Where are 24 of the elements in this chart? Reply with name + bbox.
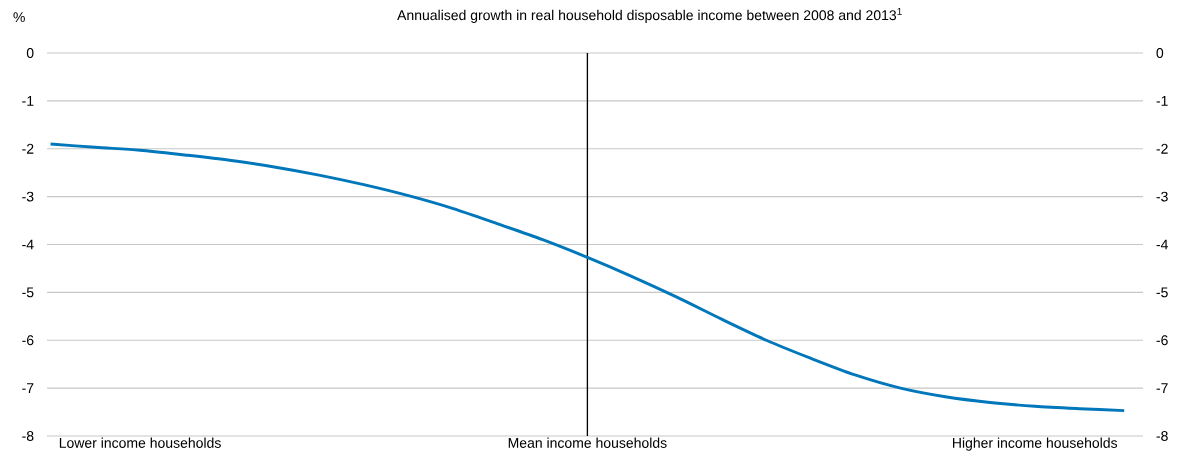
y2-tick-label: -1 xyxy=(1156,96,1168,106)
x-tick-label: Higher income households xyxy=(953,437,1118,451)
y-tick-label: -4 xyxy=(22,239,34,250)
x-tick-label: Mean income households xyxy=(508,437,667,448)
y-tick-label: -1 xyxy=(22,96,34,106)
y-tick-label: -8 xyxy=(22,431,34,441)
y-axis-title: % xyxy=(13,12,25,23)
y-tick-label: -5 xyxy=(22,287,34,298)
y-tick-label: -6 xyxy=(22,335,34,346)
y-tick-label: -3 xyxy=(22,191,34,202)
y2-tick-label: -8 xyxy=(1156,431,1168,441)
chart-title: Annualised growth in real household disposable income between 2008 and 2013$^{1}$ xyxy=(397,7,902,23)
y2-tick-label: -2 xyxy=(1156,143,1168,154)
y2-tick-label: -5 xyxy=(1156,287,1168,298)
y2-tick-label: -3 xyxy=(1156,191,1168,202)
y-tick-label: -2 xyxy=(22,143,34,154)
y-tick-label: 0 xyxy=(26,48,34,58)
y2-tick-label: -7 xyxy=(1156,383,1168,393)
y2-tick-label: -4 xyxy=(1156,239,1168,250)
line-series xyxy=(49,142,1126,413)
y2-tick-label: -6 xyxy=(1156,335,1168,346)
y-tick-label: -7 xyxy=(22,383,34,393)
y2-tick-label: 0 xyxy=(1156,48,1164,58)
x-tick-label: Lower income households xyxy=(59,437,221,448)
